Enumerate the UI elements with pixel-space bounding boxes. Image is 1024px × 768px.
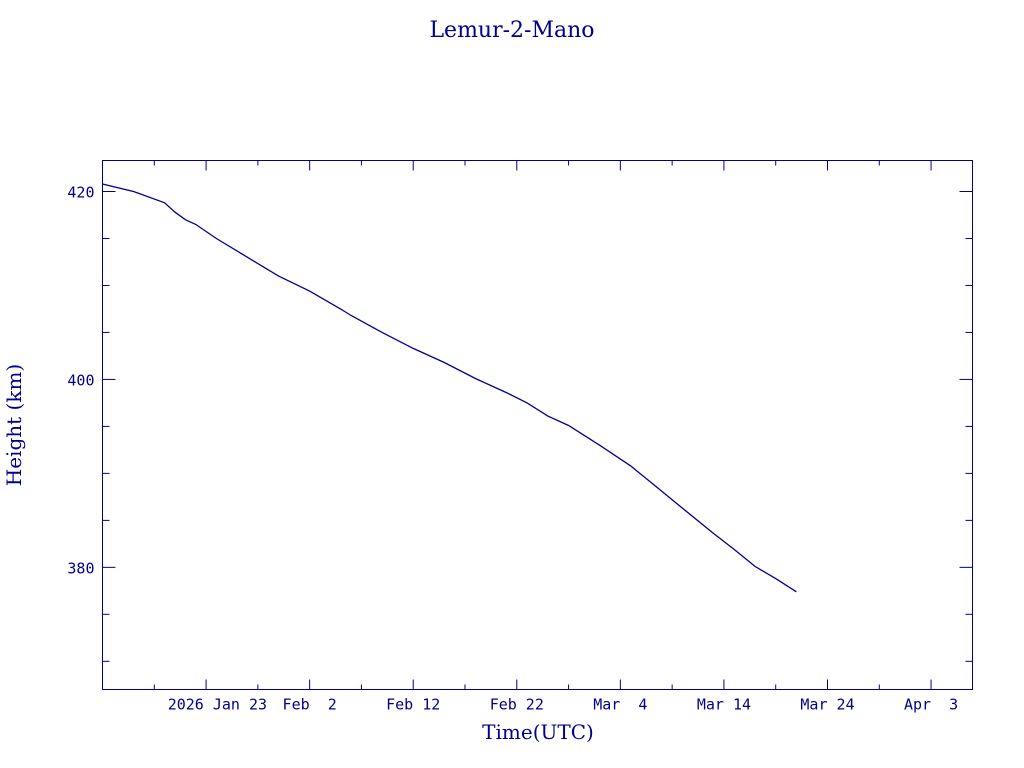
y-tick-label: 420 — [67, 184, 94, 202]
x-tick-labels: 2026 Jan 23 Feb 2 Feb 12 Feb 22 Mar 4 Mar 14 M… — [168, 696, 958, 714]
y-tick-labels: 380 400 420 — [67, 184, 94, 578]
axis-ticks — [102, 160, 973, 690]
x-tick-label: Mar 24 — [800, 696, 854, 714]
y-tick-label: 400 — [67, 371, 94, 389]
series-line — [102, 183, 797, 593]
x-tick-label: Mar 14 — [697, 696, 751, 714]
chart-title: Lemur-2-Mano — [429, 18, 594, 43]
x-tick-label: Feb 12 — [386, 696, 440, 714]
y-tick-label: 380 — [67, 559, 94, 577]
x-tick-label: Feb 2 — [283, 696, 337, 714]
x-tick-label: 2026 Jan 23 — [168, 696, 267, 714]
x-tick-label: Mar 4 — [593, 696, 647, 714]
plot-frame — [102, 160, 973, 690]
x-tick-label: Apr 3 — [904, 696, 958, 714]
x-axis-label: Time(UTC) — [482, 720, 594, 744]
x-tick-label: Feb 22 — [490, 696, 544, 714]
y-axis-label: Height (km) — [2, 364, 26, 486]
